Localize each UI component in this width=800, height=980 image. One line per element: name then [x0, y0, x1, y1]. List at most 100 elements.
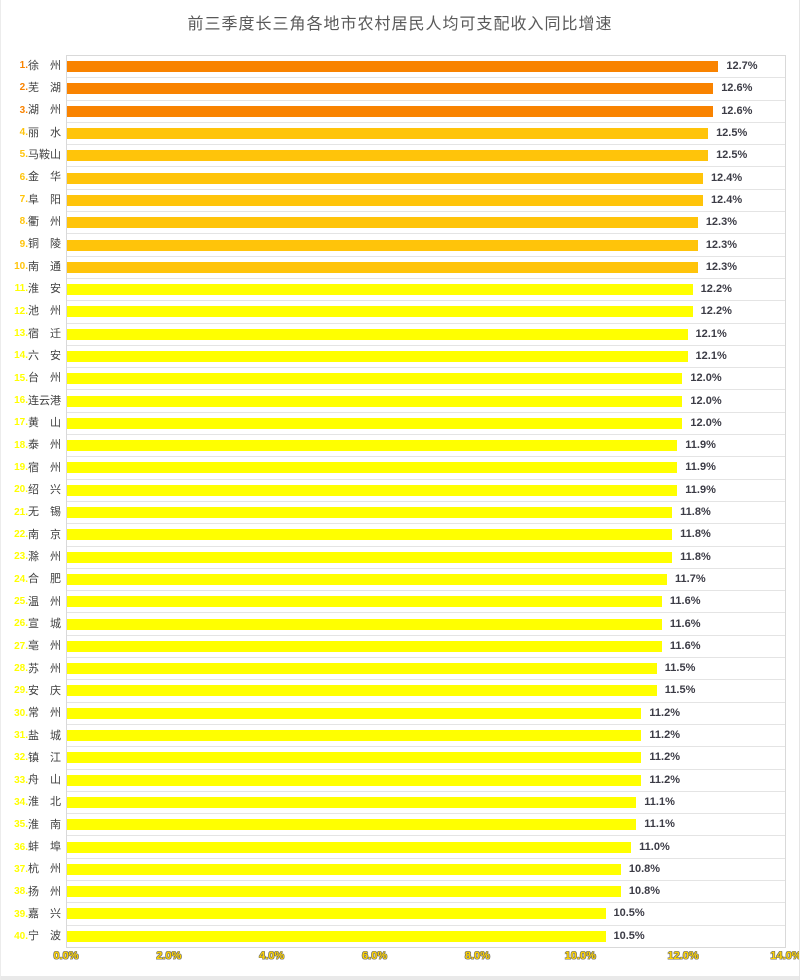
category-label: 9. 铜 陵 — [1, 234, 64, 256]
category-label: 10. 南 通 — [1, 256, 64, 278]
rank-number: 7. — [19, 194, 28, 206]
category-label: 23. 滁 州 — [1, 546, 64, 568]
value-label: 11.8% — [680, 528, 711, 541]
city-name: 温 州 — [28, 595, 61, 608]
value-label: 12.0% — [690, 372, 722, 385]
bar — [67, 328, 688, 340]
rank-number: 6. — [19, 171, 28, 183]
value-label: 11.2% — [649, 751, 680, 764]
category-label: 21. 无 锡 — [1, 502, 64, 524]
value-label: 12.5% — [716, 149, 748, 162]
bar-row: 11.2% — [67, 770, 785, 792]
x-axis-tick-label: 4.0% — [259, 950, 285, 962]
value-label: 12.4% — [710, 193, 743, 206]
city-name: 舟 山 — [28, 774, 61, 787]
bar-row: 11.5% — [67, 658, 785, 681]
category-label: 24. 合 肥 — [1, 569, 64, 591]
city-name: 铜 陵 — [28, 238, 61, 251]
bar — [67, 306, 693, 318]
bar-row: 11.2% — [67, 703, 785, 725]
value-label: 11.6% — [669, 639, 701, 652]
bar — [67, 886, 621, 898]
city-name: 合 肥 — [28, 573, 61, 586]
value-label: 12.0% — [690, 394, 722, 407]
rank-number: 1. — [19, 60, 28, 72]
city-name: 阜 阳 — [28, 193, 61, 206]
category-label: 19. 宿 州 — [1, 457, 64, 479]
value-label: 11.1% — [644, 795, 675, 808]
bar — [67, 172, 703, 184]
bar — [67, 774, 642, 786]
category-label: 26. 宣 城 — [1, 613, 64, 635]
value-label: 11.7% — [675, 572, 706, 585]
bar — [67, 83, 714, 95]
city-name: 衢 州 — [28, 215, 61, 228]
city-name: 蚌 埠 — [28, 841, 61, 854]
value-label: 11.2% — [649, 773, 680, 786]
city-name: 宣 城 — [28, 617, 61, 630]
bar-row: 12.1% — [67, 324, 785, 346]
bar-row: 11.2% — [67, 747, 785, 770]
bar — [67, 707, 642, 719]
city-name: 宿 迁 — [28, 327, 61, 340]
bar-row: 12.4% — [67, 167, 785, 190]
value-label: 11.9% — [685, 439, 716, 452]
value-label: 11.6% — [669, 617, 701, 630]
rank-number: 26. — [14, 618, 28, 630]
bar-row: 12.3% — [67, 257, 785, 279]
rank-number: 28. — [14, 663, 28, 675]
bar — [67, 730, 642, 742]
city-name: 镇 江 — [28, 751, 61, 764]
bar-row: 12.7% — [67, 56, 785, 79]
city-name: 丽 水 — [28, 126, 61, 139]
rank-number: 9. — [19, 238, 28, 250]
bar — [67, 573, 668, 585]
city-name: 绍 兴 — [28, 483, 61, 496]
category-label: 33. 舟 山 — [1, 770, 64, 792]
category-label: 31. 盐 城 — [1, 725, 64, 747]
bar — [67, 908, 606, 920]
bar — [67, 440, 678, 452]
city-name: 滁 州 — [28, 550, 61, 563]
city-name: 淮 安 — [28, 282, 61, 295]
rank-number: 13. — [14, 328, 28, 340]
bar-row: 12.5% — [67, 145, 785, 168]
bar-row: 11.8% — [67, 502, 785, 525]
city-name: 杭 州 — [28, 863, 61, 876]
bar — [67, 752, 642, 764]
bar-row: 12.0% — [67, 413, 785, 436]
bar — [67, 261, 698, 273]
bar — [67, 150, 709, 162]
rank-number: 24. — [14, 573, 28, 585]
bar-row: 11.9% — [67, 480, 785, 502]
rank-number: 10. — [14, 261, 28, 273]
bar — [67, 373, 683, 385]
bar-row: 11.9% — [67, 435, 785, 458]
value-label: 12.0% — [690, 416, 722, 429]
category-label: 35. 淮 南 — [1, 814, 64, 836]
rank-number: 4. — [19, 127, 28, 139]
category-label: 30. 常 州 — [1, 703, 64, 725]
city-name: 芜 湖 — [28, 81, 61, 94]
rank-number: 29. — [14, 685, 28, 697]
city-name: 常 州 — [28, 707, 61, 720]
value-label: 11.2% — [649, 706, 680, 719]
plot-area: 12.7% 12.6% 12.6% 12.5% 12.5% 12.4% 12.4% 12.3%… — [66, 55, 786, 948]
bar-row: 10.5% — [67, 926, 785, 947]
city-name: 泰 州 — [28, 439, 61, 452]
bar — [67, 351, 688, 362]
rank-number: 14. — [14, 350, 28, 362]
bar — [67, 239, 698, 251]
city-name: 连云港 — [28, 394, 61, 407]
city-name: 淮 南 — [28, 818, 61, 831]
category-label: 38. 扬 州 — [1, 881, 64, 903]
city-name: 金 华 — [28, 171, 61, 184]
bar — [67, 640, 662, 652]
value-label: 12.6% — [721, 82, 753, 95]
category-label: 14. 六 安 — [1, 345, 64, 367]
bar-row: 12.4% — [67, 190, 785, 213]
value-label: 11.9% — [685, 483, 716, 496]
bar-row: 12.6% — [67, 101, 785, 123]
category-label: 5. 马鞍山 — [1, 144, 64, 166]
bar — [67, 863, 621, 875]
